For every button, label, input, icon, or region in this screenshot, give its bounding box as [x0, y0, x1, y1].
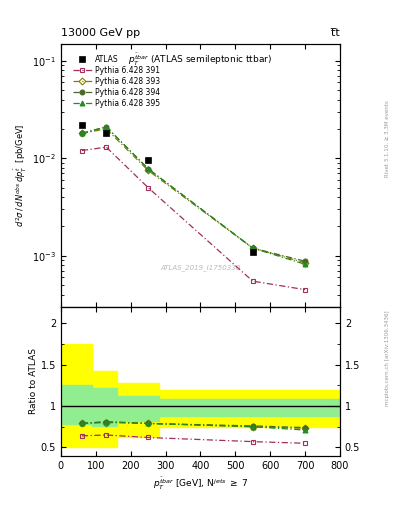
Pythia 6.428 391	[104, 144, 108, 150]
Text: Rivet 3.1.10, ≥ 3.3M events: Rivet 3.1.10, ≥ 3.3M events	[385, 100, 389, 177]
Pythia 6.428 395	[146, 166, 151, 172]
Line: Pythia 6.428 395: Pythia 6.428 395	[79, 124, 307, 267]
Pythia 6.428 391	[79, 147, 84, 154]
Text: mcplots.cern.ch [arXiv:1306.3436]: mcplots.cern.ch [arXiv:1306.3436]	[385, 311, 389, 406]
Line: Pythia 6.428 393: Pythia 6.428 393	[79, 126, 307, 265]
ATLAS	[79, 122, 84, 128]
Pythia 6.428 395	[79, 130, 84, 136]
Text: 13000 GeV pp: 13000 GeV pp	[61, 28, 140, 38]
Y-axis label: Ratio to ATLAS: Ratio to ATLAS	[29, 348, 38, 414]
Text: ATLAS_2019_I1750330: ATLAS_2019_I1750330	[160, 264, 241, 271]
X-axis label: $p^{\bar{t}bar}_T$ [GeV], N$^{jets}$ $\geq$ 7: $p^{\bar{t}bar}_T$ [GeV], N$^{jets}$ $\g…	[152, 476, 248, 493]
Pythia 6.428 395	[303, 261, 307, 267]
Pythia 6.428 394	[146, 166, 151, 172]
ATLAS	[250, 249, 255, 255]
Text: $p_T^{\bar{t}bar}$ (ATLAS semileptonic ttbar): $p_T^{\bar{t}bar}$ (ATLAS semileptonic t…	[129, 51, 272, 68]
Pythia 6.428 391	[250, 278, 255, 284]
Pythia 6.428 394	[104, 124, 108, 130]
Line: Pythia 6.428 391: Pythia 6.428 391	[79, 145, 307, 292]
Pythia 6.428 393	[250, 245, 255, 251]
Legend: ATLAS, Pythia 6.428 391, Pythia 6.428 393, Pythia 6.428 394, Pythia 6.428 395: ATLAS, Pythia 6.428 391, Pythia 6.428 39…	[70, 53, 162, 110]
Text: t̅t: t̅t	[331, 28, 340, 38]
Pythia 6.428 394	[303, 258, 307, 264]
ATLAS	[104, 130, 108, 136]
Pythia 6.428 394	[79, 130, 84, 136]
Pythia 6.428 393	[104, 126, 108, 132]
Line: Pythia 6.428 394: Pythia 6.428 394	[79, 124, 307, 264]
Pythia 6.428 393	[79, 130, 84, 136]
Y-axis label: $d^2\sigma\,/\,dN^{obs}\,dp_T^{\bar{t}}$  [pb/GeV]: $d^2\sigma\,/\,dN^{obs}\,dp_T^{\bar{t}}$…	[13, 123, 29, 227]
Pythia 6.428 391	[303, 287, 307, 293]
ATLAS	[146, 157, 151, 163]
Pythia 6.428 391	[146, 184, 151, 190]
Pythia 6.428 393	[146, 167, 151, 174]
Pythia 6.428 393	[303, 260, 307, 266]
Pythia 6.428 395	[250, 245, 255, 251]
Pythia 6.428 395	[104, 124, 108, 130]
Pythia 6.428 394	[250, 245, 255, 251]
Line: ATLAS: ATLAS	[78, 121, 256, 255]
